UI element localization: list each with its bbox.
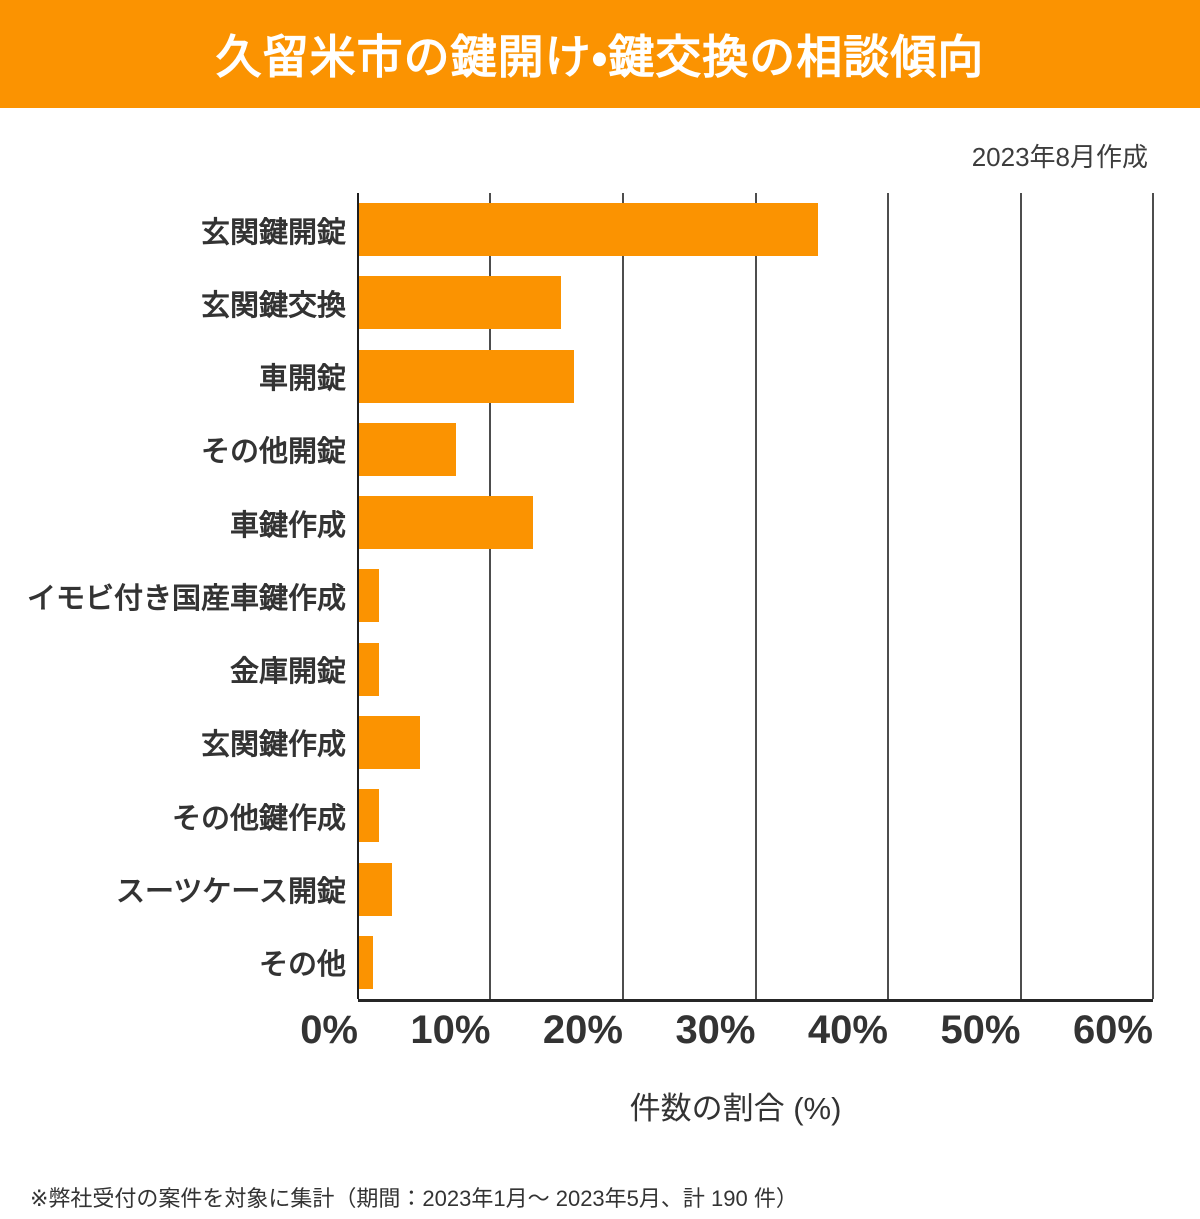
x-tick-label: 30% xyxy=(675,1008,756,1052)
category-label: 玄関鍵作成 xyxy=(200,729,346,762)
chart-bar xyxy=(358,349,574,403)
chart-bar xyxy=(358,203,818,257)
gridline-60 xyxy=(1152,193,1154,999)
chart-bar xyxy=(358,422,457,476)
category-label: 玄関鍵開錠 xyxy=(200,216,346,249)
x-tick-label: 20% xyxy=(542,1008,623,1052)
page-title: 久留米市の鍵開け・鍵交換の相談傾向 xyxy=(215,31,985,83)
category-label: その他鍵作成 xyxy=(171,802,346,835)
chart-bar xyxy=(358,935,373,989)
x-tick-label: 40% xyxy=(807,1008,888,1052)
x-tick-label: 0% xyxy=(300,1008,358,1052)
bar-row xyxy=(358,340,1153,413)
category-label: 金庫開錠 xyxy=(229,656,346,689)
bar-row xyxy=(358,559,1153,632)
bar-rows xyxy=(358,193,1153,999)
gridline-50 xyxy=(1019,193,1022,999)
chart-bar xyxy=(358,276,561,330)
x-tick-label: 10% xyxy=(410,1008,491,1052)
created-date: 2023年8月作成 xyxy=(971,142,1148,172)
gridline-30 xyxy=(754,193,757,999)
bar-row xyxy=(358,852,1153,925)
title-banner: 久留米市の鍵開け・鍵交換の相談傾向 xyxy=(0,0,1200,108)
category-label: その他開錠 xyxy=(200,436,346,469)
bar-row xyxy=(358,193,1153,266)
bar-row xyxy=(358,486,1153,559)
category-label: 玄関鍵交換 xyxy=(200,289,346,322)
category-label: イモビ付き国産車鍵作成 xyxy=(26,582,346,615)
category-label: 車開錠 xyxy=(258,363,346,396)
category-label: その他 xyxy=(258,949,346,982)
bar-row xyxy=(358,706,1153,779)
y-axis-line xyxy=(357,193,359,999)
bar-row xyxy=(358,633,1153,706)
x-axis-ticks: 0% 10% 20% 30% 40% 50% 60% xyxy=(300,1008,1153,1058)
chart-bar xyxy=(358,715,421,769)
x-tick-label: 50% xyxy=(940,1008,1021,1052)
x-tick-label: 60% xyxy=(1072,1008,1153,1052)
bar-row xyxy=(358,413,1153,486)
chart-bar xyxy=(358,569,380,623)
gridline-10 xyxy=(489,193,492,999)
chart-bar xyxy=(358,789,380,843)
plot-area xyxy=(357,193,1154,1002)
x-axis-title: 件数の割合 (%) xyxy=(629,1091,842,1126)
bar-row xyxy=(358,926,1153,999)
gridline-40 xyxy=(886,193,889,999)
footnote: ※弊社受付の案件を対象に集計（期間：2023年1月～ 2023年5月、計 190… xyxy=(30,1186,798,1211)
category-labels: 玄関鍵開錠玄関鍵交換車開錠その他開錠車鍵作成イモビ付き国産車鍵作成金庫開錠玄関鍵… xyxy=(0,193,346,999)
chart-bar xyxy=(358,496,533,550)
gridline-20 xyxy=(621,193,624,999)
bar-row xyxy=(358,779,1153,852)
chart-bar xyxy=(358,862,393,916)
category-label: スーツケース開錠 xyxy=(116,876,346,909)
chart-bar xyxy=(358,642,380,696)
bar-row xyxy=(358,266,1153,339)
category-label: 車鍵作成 xyxy=(229,509,346,542)
